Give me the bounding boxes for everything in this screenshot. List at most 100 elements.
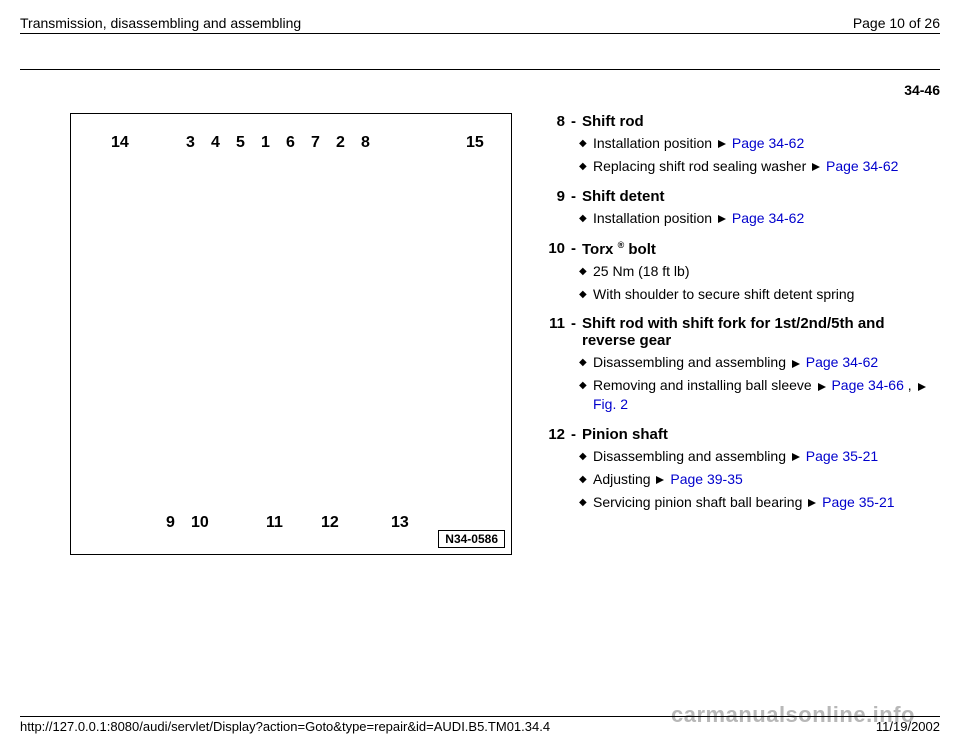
exploded-diagram: 14 3 4 5 1 6 7 2 8 15 9 10 11 12 13 N34-… — [70, 113, 512, 555]
item-dash: - — [565, 188, 582, 205]
page-link[interactable]: Page 34-62 — [728, 210, 804, 226]
footer-date: 11/19/2002 — [876, 719, 940, 734]
section-number: 34-46 — [20, 82, 940, 98]
page-link[interactable]: Page 35-21 — [802, 448, 878, 464]
list-item: 11 - Shift rod with shift fork for 1st/2… — [537, 315, 930, 414]
arrow-icon — [812, 163, 820, 171]
header-title: Transmission, disassembling and assembli… — [20, 15, 301, 31]
page-footer: http://127.0.0.1:8080/audi/servlet/Displ… — [20, 716, 940, 734]
sub-item: ◆ Installation position Page 34-62 — [579, 209, 930, 228]
item-dash: - — [565, 315, 582, 349]
page-link[interactable]: Page 34-66 — [828, 377, 908, 393]
callout-6: 6 — [286, 134, 295, 152]
item-title: Shift rod with shift fork for 1st/2nd/5t… — [582, 315, 930, 349]
page: Transmission, disassembling and assembli… — [0, 0, 960, 742]
list-item: 12 - Pinion shaft ◆ Disassembling and as… — [537, 426, 930, 512]
sub-item: ◆ Adjusting Page 39-35 — [579, 470, 930, 489]
callout-11: 11 — [266, 514, 283, 532]
page-link[interactable]: Page 34-62 — [728, 135, 804, 151]
list-item: 10 - Torx ® bolt ◆ 25 Nm (18 ft lb) ◆ Wi… — [537, 240, 930, 304]
page-header: Transmission, disassembling and assembli… — [20, 15, 940, 34]
page-link[interactable]: Page 34-62 — [802, 354, 878, 370]
figure-label: N34-0586 — [438, 530, 505, 548]
item-number: 9 — [537, 188, 565, 205]
sub-text: Installation position Page 34-62 — [593, 134, 930, 153]
item-dash: - — [565, 113, 582, 130]
callout-5: 5 — [236, 134, 245, 152]
callout-7: 7 — [311, 134, 320, 152]
item-dash: - — [565, 240, 582, 258]
item-number: 12 — [537, 426, 565, 443]
item-heading: 10 - Torx ® bolt — [537, 240, 930, 258]
sub-item: ◆ Disassembling and assembling Page 35-2… — [579, 447, 930, 466]
header-divider — [20, 69, 940, 70]
arrow-icon — [918, 383, 926, 391]
list-item: 8 - Shift rod ◆ Installation position Pa… — [537, 113, 930, 176]
content-area: 14 3 4 5 1 6 7 2 8 15 9 10 11 12 13 N34-… — [20, 113, 940, 555]
page-indicator: Page 10 of 26 — [853, 15, 940, 31]
bullet-icon: ◆ — [579, 209, 593, 228]
callout-12: 12 — [321, 514, 339, 532]
callout-2: 2 — [336, 134, 345, 152]
footer-url: http://127.0.0.1:8080/audi/servlet/Displ… — [20, 719, 550, 734]
arrow-icon — [656, 476, 664, 484]
sub-text: Installation position Page 34-62 — [593, 209, 930, 228]
arrow-icon — [718, 215, 726, 223]
parts-list: 8 - Shift rod ◆ Installation position Pa… — [512, 113, 940, 555]
sub-text: Servicing pinion shaft ball bearing Page… — [593, 493, 930, 512]
item-number: 8 — [537, 113, 565, 130]
sub-item: ◆ Servicing pinion shaft ball bearing Pa… — [579, 493, 930, 512]
item-heading: 9 - Shift detent — [537, 188, 930, 205]
page-link[interactable]: Page 39-35 — [666, 471, 742, 487]
page-link[interactable]: Page 34-62 — [822, 158, 898, 174]
sub-text: Disassembling and assembling Page 35-21 — [593, 447, 930, 466]
item-number: 11 — [537, 315, 565, 349]
item-title: Shift rod — [582, 113, 644, 130]
bullet-icon: ◆ — [579, 157, 593, 176]
arrow-icon — [718, 140, 726, 148]
bullet-icon: ◆ — [579, 493, 593, 512]
arrow-icon — [792, 453, 800, 461]
bullet-icon: ◆ — [579, 447, 593, 466]
callout-10: 10 — [191, 514, 209, 532]
item-heading: 12 - Pinion shaft — [537, 426, 930, 443]
callout-8: 8 — [361, 134, 370, 152]
sub-text: With shoulder to secure shift detent spr… — [593, 285, 930, 304]
sub-item: ◆ Disassembling and assembling Page 34-6… — [579, 353, 930, 372]
sub-text: Removing and installing ball sleeve Page… — [593, 376, 930, 414]
sub-item: ◆ Removing and installing ball sleeve Pa… — [579, 376, 930, 414]
item-heading: 11 - Shift rod with shift fork for 1st/2… — [537, 315, 930, 349]
item-dash: - — [565, 426, 582, 443]
callout-3: 3 — [186, 134, 195, 152]
page-link[interactable]: Page 35-21 — [818, 494, 894, 510]
bullet-icon: ◆ — [579, 285, 593, 304]
sub-item: ◆ With shoulder to secure shift detent s… — [579, 285, 930, 304]
sub-text: Disassembling and assembling Page 34-62 — [593, 353, 930, 372]
bullet-icon: ◆ — [579, 470, 593, 489]
sub-item: ◆ Installation position Page 34-62 — [579, 134, 930, 153]
sub-text: Replacing shift rod sealing washer Page … — [593, 157, 930, 176]
list-item: 9 - Shift detent ◆ Installation position… — [537, 188, 930, 228]
bullet-icon: ◆ — [579, 353, 593, 372]
bullet-icon: ◆ — [579, 134, 593, 153]
item-heading: 8 - Shift rod — [537, 113, 930, 130]
callout-4: 4 — [211, 134, 220, 152]
callout-14: 14 — [111, 134, 129, 152]
item-title: Pinion shaft — [582, 426, 668, 443]
fig-link[interactable]: Fig. 2 — [593, 396, 628, 412]
sub-item: ◆ Replacing shift rod sealing washer Pag… — [579, 157, 930, 176]
callout-13: 13 — [391, 514, 409, 532]
callout-1: 1 — [261, 134, 270, 152]
item-title: Shift detent — [582, 188, 665, 205]
arrow-icon — [808, 499, 816, 507]
arrow-icon — [818, 383, 826, 391]
callout-15: 15 — [466, 134, 484, 152]
sub-item: ◆ 25 Nm (18 ft lb) — [579, 262, 930, 281]
item-number: 10 — [537, 240, 565, 258]
callout-9: 9 — [166, 514, 175, 532]
arrow-icon — [792, 360, 800, 368]
bullet-icon: ◆ — [579, 376, 593, 414]
sub-text: Adjusting Page 39-35 — [593, 470, 930, 489]
item-title: Torx ® bolt — [582, 240, 656, 258]
bullet-icon: ◆ — [579, 262, 593, 281]
